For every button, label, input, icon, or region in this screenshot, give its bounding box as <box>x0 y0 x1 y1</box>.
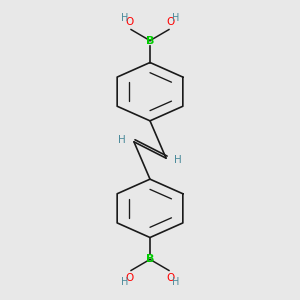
Text: H: H <box>172 14 179 23</box>
Text: H: H <box>118 135 126 146</box>
Text: O: O <box>166 17 175 27</box>
Text: H: H <box>174 154 182 165</box>
Text: O: O <box>166 273 175 283</box>
Text: B: B <box>146 36 154 46</box>
Text: H: H <box>121 14 128 23</box>
Text: H: H <box>172 277 179 286</box>
Text: O: O <box>125 273 134 283</box>
Text: B: B <box>146 254 154 264</box>
Text: O: O <box>125 17 134 27</box>
Text: H: H <box>121 277 128 286</box>
